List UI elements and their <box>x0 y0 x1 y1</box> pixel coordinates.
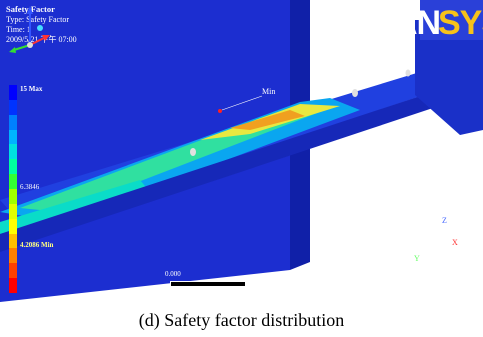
ansys-logo: AN SYS <box>393 3 483 43</box>
min-probe-leader <box>221 95 263 111</box>
logo-text-an: AN <box>393 4 441 42</box>
model-canvas[interactable] <box>0 0 483 302</box>
beam-low-band <box>0 180 150 234</box>
legend-swatch <box>9 278 17 294</box>
scale-bar <box>170 281 322 287</box>
legend-swatch <box>9 114 17 130</box>
scale-start-label: 0.000 <box>165 270 181 278</box>
logo-text-sys: SYS <box>438 4 483 42</box>
bolt-hole <box>405 69 411 77</box>
beam-side-face <box>0 88 445 252</box>
legend-swatch <box>9 189 17 204</box>
legend-swatch <box>9 144 17 160</box>
result-type: Type: Safety Factor <box>6 15 69 24</box>
legend-swatch <box>9 203 17 219</box>
figure-caption: (d) Safety factor distribution <box>138 310 345 330</box>
legend-value-label: 6.3846 <box>20 183 40 191</box>
axis-triad[interactable] <box>0 0 60 60</box>
axis-x-label: X <box>452 238 458 247</box>
bolt-hole <box>352 89 358 97</box>
legend-swatch <box>9 263 17 279</box>
legend-swatch <box>9 129 17 145</box>
legend-min-label: 4.2086 Min <box>20 241 54 249</box>
end-block-face <box>420 0 483 40</box>
legend-max-label: 15 Max <box>20 85 43 93</box>
axis-y-label: Y <box>414 254 420 263</box>
model-viewport[interactable]: Safety Factor Type: Safety Factor Time: … <box>0 0 483 302</box>
min-probe-marker <box>218 109 222 113</box>
scale-bar-tick <box>245 278 246 290</box>
scale-mid-label: 0.100 <box>240 289 256 297</box>
min-probe-label: Min <box>262 87 276 96</box>
scale-bar-fill <box>171 282 246 286</box>
legend-swatch <box>9 99 17 115</box>
beam-orange-zone <box>230 110 305 130</box>
legend-swatch <box>9 174 17 190</box>
legend-swatch <box>9 159 17 175</box>
legend-swatch <box>9 85 17 100</box>
legend-swatch <box>9 248 17 264</box>
end-block <box>415 20 483 135</box>
scale-end-label: 0.200 (m) <box>312 270 340 278</box>
result-time: Time: 1 <box>6 25 31 34</box>
color-legend <box>9 85 17 294</box>
legend-swatch <box>9 233 17 249</box>
bolt-hole <box>190 148 196 156</box>
legend-swatch <box>9 218 17 234</box>
axis-z-label: Z <box>442 216 447 225</box>
